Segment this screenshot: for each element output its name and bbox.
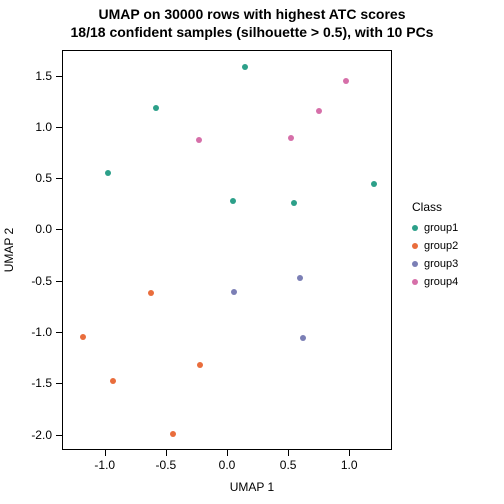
y-tick-mark bbox=[56, 435, 62, 436]
legend-label: group4 bbox=[424, 276, 458, 288]
x-tick-mark bbox=[166, 450, 167, 456]
legend-item-group2: group2 bbox=[412, 240, 458, 252]
x-tick-mark bbox=[349, 450, 350, 456]
x-tick-mark bbox=[227, 450, 228, 456]
y-tick-mark bbox=[56, 383, 62, 384]
y-tick-mark bbox=[56, 127, 62, 128]
x-tick-label: 0.0 bbox=[219, 458, 236, 472]
y-tick-label: 0.5 bbox=[35, 171, 52, 185]
scatter-point-group4 bbox=[196, 137, 202, 143]
chart-title-line1: UMAP on 30000 rows with highest ATC scor… bbox=[0, 6, 504, 24]
x-axis-title: UMAP 1 bbox=[0, 480, 504, 494]
x-tick-mark bbox=[105, 450, 106, 456]
legend-swatch-icon bbox=[412, 243, 418, 249]
scatter-point-group1 bbox=[371, 181, 377, 187]
x-tick-label: -0.5 bbox=[156, 458, 177, 472]
legend-swatch-icon bbox=[412, 225, 418, 231]
x-tick-label: -1.0 bbox=[94, 458, 115, 472]
legend-label: group1 bbox=[424, 222, 458, 234]
y-tick-label: 1.5 bbox=[35, 69, 52, 83]
scatter-point-group1 bbox=[242, 64, 248, 70]
chart-title: UMAP on 30000 rows with highest ATC scor… bbox=[0, 6, 504, 41]
legend-label: group2 bbox=[424, 240, 458, 252]
scatter-point-group2 bbox=[197, 362, 203, 368]
scatter-point-group2 bbox=[148, 290, 154, 296]
y-tick-label: -0.5 bbox=[31, 274, 52, 288]
scatter-point-group2 bbox=[110, 378, 116, 384]
y-tick-label: -1.0 bbox=[31, 325, 52, 339]
scatter-point-group4 bbox=[316, 108, 322, 114]
y-tick-label: -1.5 bbox=[31, 376, 52, 390]
scatter-point-group4 bbox=[343, 78, 349, 84]
scatter-point-group1 bbox=[291, 200, 297, 206]
legend-item-group3: group3 bbox=[412, 258, 458, 270]
y-tick-label: 1.0 bbox=[35, 120, 52, 134]
y-tick-mark bbox=[56, 281, 62, 282]
y-tick-mark bbox=[56, 332, 62, 333]
scatter-point-group2 bbox=[80, 334, 86, 340]
y-tick-label: 0.0 bbox=[35, 222, 52, 236]
x-tick-label: 1.0 bbox=[341, 458, 358, 472]
y-tick-mark bbox=[56, 178, 62, 179]
scatter-point-group4 bbox=[288, 135, 294, 141]
legend-label: group3 bbox=[424, 258, 458, 270]
scatter-point-group3 bbox=[300, 335, 306, 341]
umap-scatter-figure: UMAP on 30000 rows with highest ATC scor… bbox=[0, 0, 504, 504]
x-tick-mark bbox=[288, 450, 289, 456]
scatter-point-group3 bbox=[297, 275, 303, 281]
scatter-point-group2 bbox=[170, 431, 176, 437]
legend-swatch-icon bbox=[412, 279, 418, 285]
scatter-point-group1 bbox=[105, 170, 111, 176]
legend-swatch-icon bbox=[412, 261, 418, 267]
scatter-point-group3 bbox=[231, 289, 237, 295]
legend-item-group4: group4 bbox=[412, 276, 458, 288]
plot-frame bbox=[62, 50, 392, 450]
scatter-point-group1 bbox=[230, 198, 236, 204]
y-axis-title: UMAP 2 bbox=[2, 228, 16, 272]
chart-title-line2: 18/18 confident samples (silhouette > 0.… bbox=[0, 24, 504, 42]
y-tick-mark bbox=[56, 229, 62, 230]
legend-item-group1: group1 bbox=[412, 222, 458, 234]
legend-title: Class bbox=[412, 200, 442, 214]
x-tick-label: 0.5 bbox=[280, 458, 297, 472]
y-tick-mark bbox=[56, 76, 62, 77]
y-tick-label: -2.0 bbox=[31, 428, 52, 442]
scatter-point-group1 bbox=[153, 105, 159, 111]
